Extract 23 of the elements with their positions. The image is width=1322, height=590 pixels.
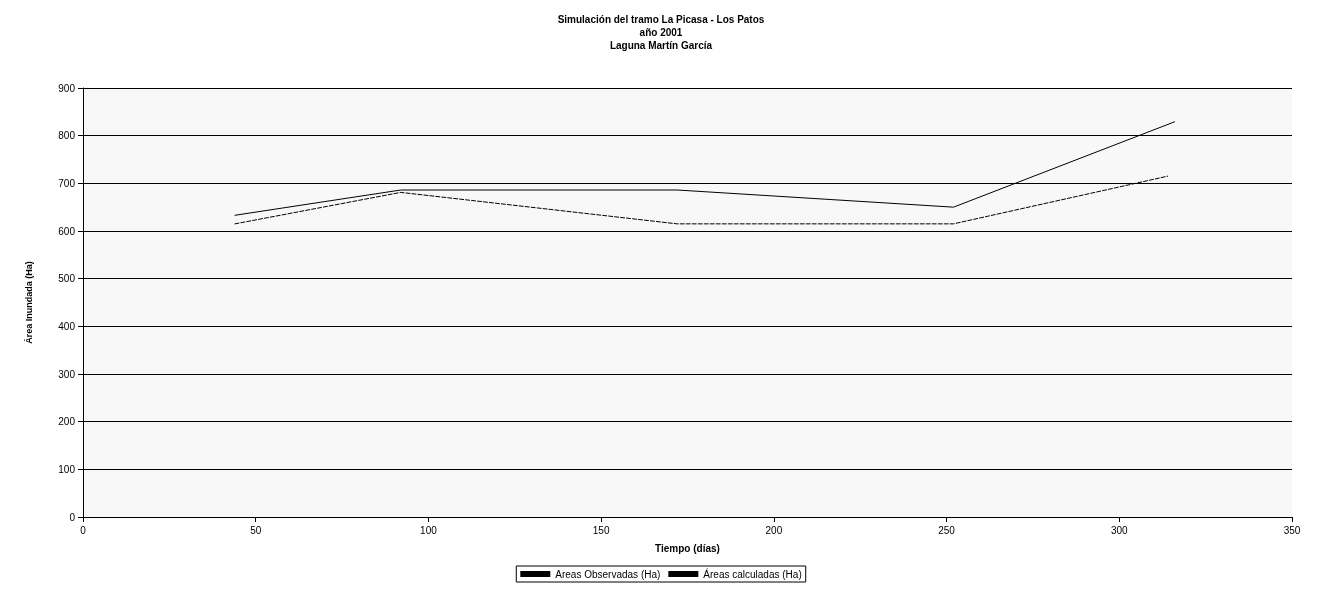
y-tick-label: 800 [58,130,76,142]
x-tick-label: 0 [80,524,87,536]
x-axis-title: Tiempo (días) [655,542,720,554]
legend-label: Áreas calculadas (Ha) [703,567,802,580]
x-tick-label: 250 [938,524,956,536]
y-tick-label: 100 [58,463,76,475]
y-tick-label: 300 [58,368,76,380]
x-tick-label: 50 [250,524,262,536]
y-tick-label: 600 [58,225,76,237]
y-tick-label: 900 [58,82,76,94]
y-tick-label: 0 [69,511,76,523]
x-tick-label: 300 [1110,524,1129,536]
chart-title: Simulación del tramo La Picasa - Los Patos año 2001 Laguna Martín García [557,14,765,51]
x-tick-label: 150 [592,524,610,536]
x-tick-label: 350 [1283,524,1301,536]
x-tick-label: 100 [420,524,438,536]
legend-label: Areas Observadas (Ha) [555,568,661,580]
y-tick-label: 200 [58,416,76,428]
y-tick-label: 400 [58,320,76,332]
y-axis-title: Área Inundada (Ha) [23,261,34,344]
y-tick-label: 700 [58,177,76,189]
y-tick-label: 500 [58,273,76,285]
x-tick-label: 200 [765,524,783,536]
